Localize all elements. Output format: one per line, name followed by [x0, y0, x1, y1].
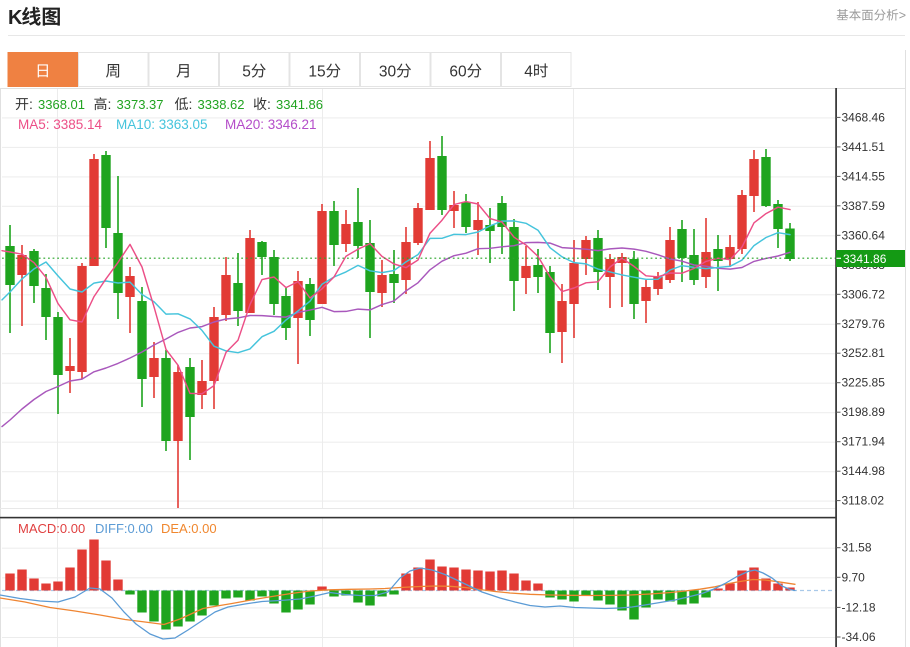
svg-text:9.70: 9.70: [842, 570, 866, 584]
svg-text:>: >: [899, 9, 906, 23]
svg-text:15: 15: [308, 63, 325, 80]
svg-text:-34.06: -34.06: [842, 630, 876, 644]
svg-text:3373.37: 3373.37: [117, 97, 164, 112]
svg-text:3144.98: 3144.98: [842, 464, 886, 478]
svg-text:3225.85: 3225.85: [842, 376, 886, 390]
svg-text:3387.59: 3387.59: [842, 199, 886, 213]
svg-text:3468.46: 3468.46: [842, 110, 886, 124]
svg-text:3279.76: 3279.76: [842, 317, 886, 331]
svg-text::: :: [189, 96, 193, 112]
svg-text:60: 60: [449, 63, 467, 80]
svg-text:3306.72: 3306.72: [842, 287, 886, 301]
svg-text:3441.51: 3441.51: [842, 140, 886, 154]
svg-text:3118.02: 3118.02: [842, 494, 885, 508]
svg-text:3360.64: 3360.64: [842, 228, 886, 242]
svg-text:3338.62: 3338.62: [198, 97, 245, 112]
svg-text:K: K: [8, 7, 23, 29]
svg-text:3171.94: 3171.94: [842, 435, 886, 449]
svg-text::: :: [29, 96, 33, 112]
svg-text:4: 4: [524, 63, 533, 80]
svg-text:3368.01: 3368.01: [38, 97, 85, 112]
svg-text:3341.86: 3341.86: [276, 97, 323, 112]
svg-text:0.00: 0.00: [191, 521, 216, 536]
svg-text::: :: [267, 96, 271, 112]
svg-text:0.00: 0.00: [60, 521, 85, 536]
svg-text:DIFF:: DIFF:: [95, 521, 128, 536]
svg-text:5: 5: [242, 63, 251, 80]
svg-text:3198.89: 3198.89: [842, 405, 886, 419]
svg-text:MA10: 3363.05: MA10: 3363.05: [116, 117, 208, 132]
svg-text:MA20: 3346.21: MA20: 3346.21: [225, 117, 317, 132]
svg-text:MACD:: MACD:: [18, 521, 60, 536]
svg-text:3252.81: 3252.81: [842, 346, 886, 360]
svg-text:MA5: 3385.14: MA5: 3385.14: [18, 117, 103, 132]
svg-text:-12.18: -12.18: [842, 600, 876, 614]
svg-text:DEA:: DEA:: [161, 521, 191, 536]
svg-text:0.00: 0.00: [128, 521, 153, 536]
svg-text:31.58: 31.58: [842, 541, 872, 555]
svg-text:3341.86: 3341.86: [843, 252, 887, 266]
svg-text:30: 30: [379, 63, 397, 80]
svg-text::: :: [108, 96, 112, 112]
svg-text:3414.55: 3414.55: [842, 169, 886, 183]
